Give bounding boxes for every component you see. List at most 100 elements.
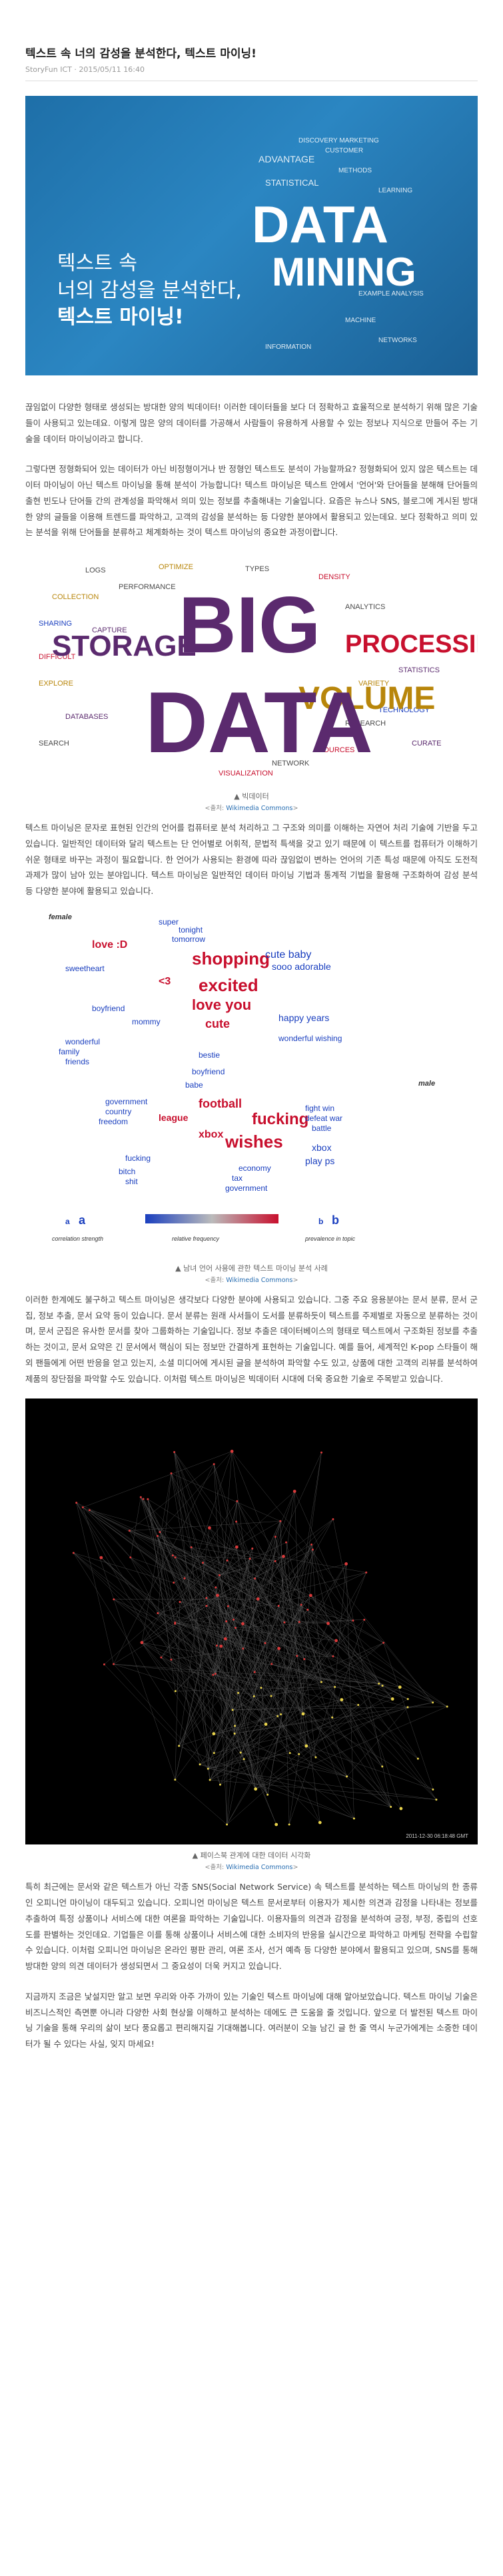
network-node <box>249 1558 251 1560</box>
network-edge <box>310 1596 354 1621</box>
network-edge <box>334 1687 408 1708</box>
network-node <box>88 1509 91 1512</box>
network-node <box>128 1530 131 1532</box>
network-edge <box>206 1544 312 1607</box>
network-edge <box>215 1491 295 1675</box>
network-edge <box>175 1558 245 1760</box>
network-edge <box>302 1714 306 1747</box>
network-edge <box>252 1548 255 1673</box>
network-edge <box>271 1664 322 1683</box>
network-node <box>113 1598 115 1601</box>
network-edge <box>175 1622 243 1649</box>
svg-text:BIG: BIG <box>179 580 320 670</box>
network-edge <box>130 1557 239 1693</box>
svg-text:EXPLORE: EXPLORE <box>39 680 73 688</box>
network-node <box>390 1697 394 1701</box>
network-node <box>277 1647 280 1651</box>
network-node <box>292 1490 296 1494</box>
svg-text:boyfriend: boyfriend <box>192 1067 225 1076</box>
network-edge <box>191 1547 211 1781</box>
network-edge <box>288 1754 299 1825</box>
data-mining-wordcloud: DISCOVERY MARKETING CUSTOMER ADVANTAGE M… <box>252 137 424 351</box>
network-node <box>334 1639 338 1643</box>
network-node <box>432 1789 434 1791</box>
svg-text:shopping: shopping <box>192 949 270 968</box>
network-edge <box>130 1497 141 1558</box>
svg-text:mommy: mommy <box>132 1017 161 1026</box>
network-edge <box>235 1717 332 1734</box>
network-node <box>75 1502 78 1504</box>
network-edge <box>104 1547 237 1665</box>
network-edge <box>306 1746 433 1790</box>
network-node <box>241 1622 245 1626</box>
network-edge <box>209 1528 285 1623</box>
network-node <box>72 1552 75 1554</box>
svg-text:family: family <box>59 1047 79 1056</box>
network-edge <box>231 1451 300 1623</box>
network-node <box>288 1752 291 1755</box>
network-edge <box>254 1687 335 1697</box>
credit-link[interactable]: Wikimedia Commons <box>226 1864 293 1872</box>
network-node <box>233 1733 236 1735</box>
network-edge <box>73 1553 266 1725</box>
graph-timestamp: 2011-12-30 06:18:48 GMT <box>406 1833 468 1839</box>
network-node <box>406 1698 409 1701</box>
network-edge <box>265 1605 302 1725</box>
network-edge <box>159 1451 233 1533</box>
svg-text:DISCOVERY MARKETING: DISCOVERY MARKETING <box>298 137 379 144</box>
svg-text:DIFFICULT: DIFFICULT <box>39 653 76 661</box>
network-node <box>398 1685 402 1689</box>
network-edge <box>157 1473 172 1613</box>
network-edge <box>141 1497 216 1675</box>
svg-text:RESEARCH: RESEARCH <box>345 720 386 728</box>
network-edge <box>220 1705 358 1785</box>
network-edge <box>304 1659 316 1758</box>
svg-text:happy years: happy years <box>278 1012 329 1023</box>
network-edge <box>130 1557 332 1718</box>
network-edge <box>298 1687 400 1755</box>
network-edge <box>217 1550 313 1596</box>
network-edge <box>249 1558 393 1699</box>
network-edge <box>129 1530 229 1607</box>
svg-text:friends: friends <box>65 1057 89 1066</box>
svg-text:economy: economy <box>239 1164 271 1173</box>
svg-text:excited: excited <box>199 975 258 995</box>
network-edge <box>237 1501 304 1659</box>
female-label: female <box>49 913 72 921</box>
svg-text:TYPES: TYPES <box>245 565 269 573</box>
bigdata-wordcloud-image: LOGS OPTIMIZE TYPES DENSITY COLLECTION PERFO… <box>25 552 503 786</box>
network-edge <box>200 1764 391 1808</box>
network-edge <box>89 1510 276 1562</box>
network-edge <box>191 1547 308 1610</box>
network-node <box>235 1520 238 1523</box>
network-edge <box>311 1544 402 1809</box>
network-node <box>416 1758 419 1761</box>
network-node <box>381 1765 384 1768</box>
svg-text:bitch: bitch <box>119 1167 135 1176</box>
legend-correlation: correlation strength <box>52 1235 103 1242</box>
network-edge <box>237 1547 254 1697</box>
figure-facebook-network: 2011-12-30 06:18:48 GMT ▲ 페이스북 관계에 대한 데이… <box>25 1398 478 1871</box>
network-edge <box>221 1646 347 1777</box>
network-edge <box>288 1687 335 1825</box>
network-edge <box>213 1464 234 1620</box>
network-edge <box>173 1555 251 1560</box>
network-node <box>280 1713 282 1716</box>
network-graph-image: 2011-12-30 06:18:48 GMT <box>25 1398 478 1845</box>
network-edge <box>175 1451 233 1623</box>
credit-link[interactable]: Wikimedia Commons <box>226 1276 293 1284</box>
network-edge <box>175 1501 238 1781</box>
network-edge <box>208 1759 245 1769</box>
network-node <box>279 1520 282 1523</box>
network-edge <box>179 1746 354 1819</box>
svg-text:ADVANTAGE: ADVANTAGE <box>258 154 314 164</box>
network-edge <box>278 1544 312 1606</box>
network-edge <box>161 1657 299 1755</box>
network-node <box>179 1601 181 1604</box>
network-edge <box>174 1452 300 1623</box>
network-edge <box>213 1606 229 1675</box>
network-edge <box>270 1682 322 1697</box>
network-node <box>173 1582 175 1584</box>
credit-link[interactable]: Wikimedia Commons <box>226 805 293 813</box>
svg-text:PERFORMANCE: PERFORMANCE <box>119 583 176 591</box>
